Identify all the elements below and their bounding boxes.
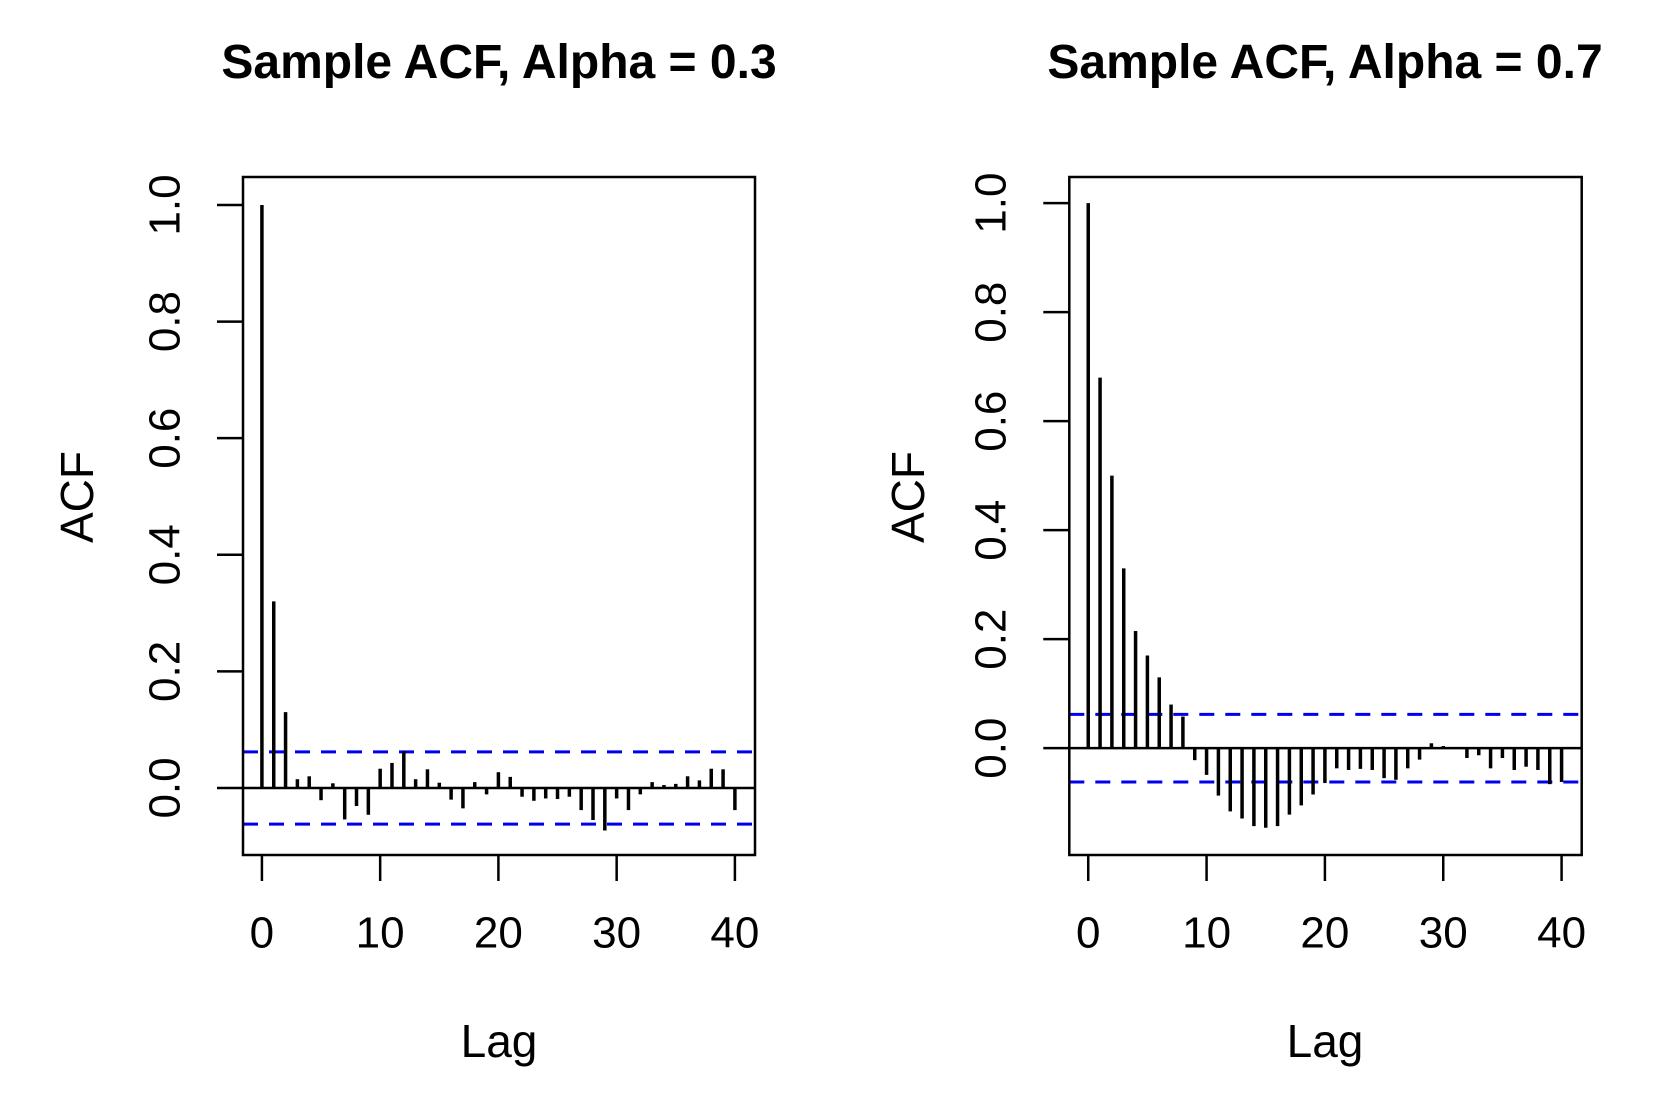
y-tick-label: 0.2 bbox=[967, 609, 1016, 670]
x-tick-label: 10 bbox=[1182, 909, 1231, 958]
plot-box bbox=[241, 175, 757, 857]
y-tick-label: 0.6 bbox=[141, 408, 190, 469]
y-tick-label: 0.0 bbox=[967, 718, 1016, 779]
x-tick-label: 40 bbox=[1537, 909, 1586, 958]
x-tick-label: 30 bbox=[1419, 909, 1468, 958]
x-tick-label: 10 bbox=[356, 909, 405, 958]
x-tick-label: 20 bbox=[474, 909, 523, 958]
x-tick-label: 20 bbox=[1300, 909, 1349, 958]
y-tick-label: 1.0 bbox=[141, 174, 190, 235]
left-xaxis-title: Lag bbox=[461, 1015, 538, 1067]
y-tick-label: 0.2 bbox=[141, 641, 190, 702]
y-tick-label: 0.4 bbox=[141, 524, 190, 585]
x-tick-label: 40 bbox=[710, 909, 759, 958]
right-plot-title: Sample ACF, Alpha = 0.7 bbox=[1047, 36, 1602, 89]
right-acf-plot: 0 10 20 30 40 0.0 0.2 0.4 0.6 0.8 1.0 bbox=[967, 173, 1587, 958]
x-tick-label: 0 bbox=[1076, 909, 1100, 958]
y-tick-label: 0.4 bbox=[967, 500, 1016, 561]
left-yaxis-title: ACF bbox=[51, 451, 103, 543]
y-tick-label: 1.0 bbox=[967, 173, 1016, 234]
right-yaxis-title: ACF bbox=[882, 451, 934, 543]
y-tick-label: 0.0 bbox=[141, 757, 190, 818]
y-tick-label: 0.6 bbox=[967, 391, 1016, 452]
y-tick-label: 0.8 bbox=[967, 282, 1016, 343]
left-acf-plot: 0 10 20 30 40 0.0 0.2 0.4 0.6 0.8 1.0 bbox=[141, 174, 760, 957]
x-tick-label: 30 bbox=[592, 909, 641, 958]
y-tick-label: 0.8 bbox=[141, 291, 190, 352]
right-xaxis-title: Lag bbox=[1287, 1015, 1364, 1067]
x-tick-label: 0 bbox=[250, 909, 274, 958]
left-plot-title: Sample ACF, Alpha = 0.3 bbox=[221, 36, 776, 89]
